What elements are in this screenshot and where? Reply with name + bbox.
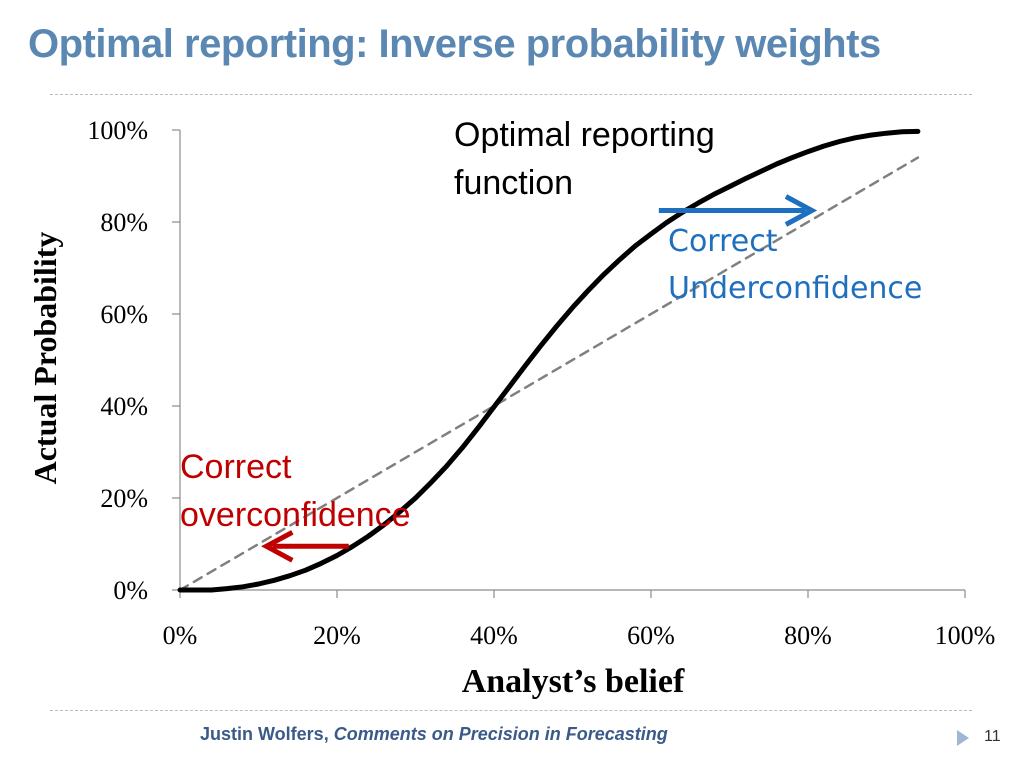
page-arrow-icon (957, 730, 969, 746)
y-tick-label: 100% (87, 116, 148, 145)
diagonal-reference-line (178, 156, 920, 592)
x-tick-label: 0% (163, 621, 198, 650)
y-tick-label: 20% (100, 484, 148, 513)
x-tick-label: 40% (470, 621, 518, 650)
optimal-reporting-curve (177, 128, 921, 593)
annotation-under: Correct Underconfidence (668, 224, 922, 306)
page-number: 11 (984, 728, 1001, 745)
annotation-line: Optimal reporting (454, 116, 715, 154)
x-tick-label: 80% (784, 621, 832, 650)
annotation-over: Correct overconfidence (180, 448, 411, 534)
x-axis-label: Analyst’s belief (462, 663, 685, 700)
annotation-optimal: Optimal reporting function (454, 116, 715, 202)
annotation-line: overconfidence (180, 496, 411, 534)
x-tick-label: 100% (935, 621, 996, 650)
y-tick-label: 60% (100, 300, 148, 329)
annotation-line: function (454, 164, 573, 202)
chart-series (177, 128, 921, 593)
x-tick-label: 20% (313, 621, 361, 650)
slide-title: Optimal reporting: Inverse probability w… (28, 22, 881, 66)
footer: Justin Wolfers, Comments on Precision in… (200, 724, 668, 745)
footer-work: Comments on Precision in Forecasting (333, 724, 668, 744)
arrow-head-under (784, 194, 818, 227)
annotation-line: Correct (668, 224, 778, 259)
chart-axes: 0% 20% 40% 60% 80% 100% 0% 20% 40% 60% 80% 100% (87, 116, 995, 650)
annotation-line: Correct (180, 448, 292, 486)
y-tick-label: 0% (113, 576, 148, 605)
footer-author: Justin Wolfers, (200, 724, 329, 744)
chart-annotations: Optimal reporting function Correct Undercon… (180, 116, 922, 563)
y-tick-label: 80% (100, 208, 148, 237)
footer-divider (50, 710, 972, 711)
x-tick-label: 60% (627, 621, 675, 650)
y-axis-label: Actual Probability (27, 232, 63, 485)
annotation-line: Underconfidence (668, 271, 922, 306)
title-divider (50, 94, 972, 95)
arrow-head-over (261, 530, 294, 563)
y-tick-label: 40% (100, 392, 148, 421)
